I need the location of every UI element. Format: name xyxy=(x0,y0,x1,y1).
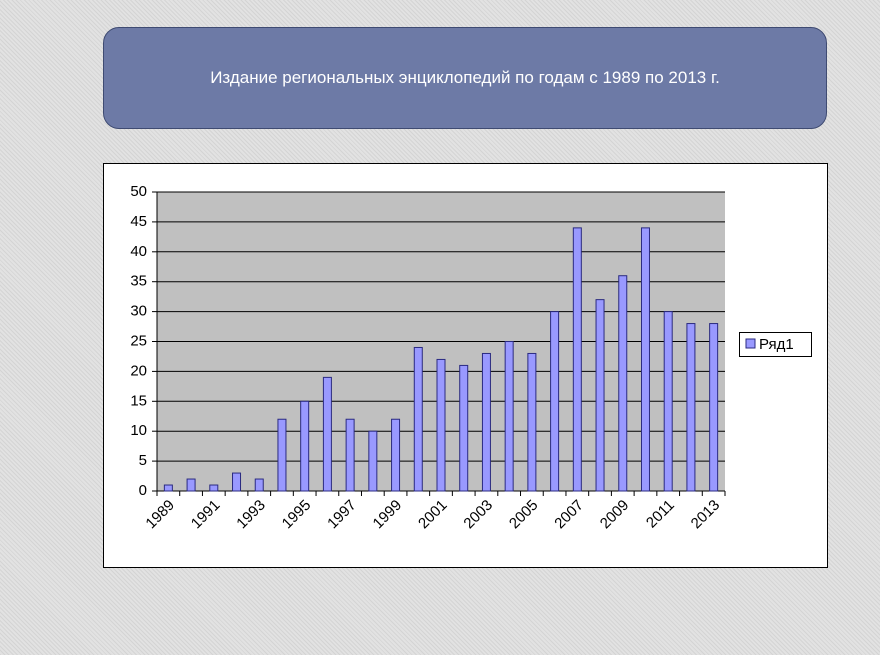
bar xyxy=(527,352,537,492)
bar xyxy=(232,472,242,492)
bar xyxy=(550,311,560,492)
y-tick-label: 25 xyxy=(130,332,147,349)
chart-title: Издание региональных энциклопедий по год… xyxy=(103,27,827,129)
y-tick-label: 35 xyxy=(130,273,147,290)
bar xyxy=(481,352,491,492)
bar xyxy=(663,311,673,492)
bar xyxy=(595,299,605,492)
bar xyxy=(572,227,582,492)
y-tick-label: 0 xyxy=(139,482,147,499)
y-tick-label: 10 xyxy=(130,422,147,439)
legend-swatch xyxy=(745,338,756,349)
bar xyxy=(459,364,469,492)
bar xyxy=(640,227,650,492)
bar xyxy=(186,478,196,492)
bar xyxy=(413,346,423,492)
bar xyxy=(322,376,332,492)
bar xyxy=(709,323,719,492)
y-tick-label: 50 xyxy=(130,183,147,200)
y-tick-label: 30 xyxy=(130,303,147,320)
y-tick-label: 20 xyxy=(130,362,147,379)
bar xyxy=(504,341,514,492)
bar xyxy=(163,484,173,492)
y-tick-label: 45 xyxy=(130,213,147,230)
y-tick-label: 15 xyxy=(130,392,147,409)
bar xyxy=(686,323,696,492)
bar xyxy=(618,275,628,492)
bar xyxy=(254,478,264,492)
bar xyxy=(345,418,355,492)
bar xyxy=(391,418,401,492)
bar xyxy=(368,430,378,492)
y-tick-label: 40 xyxy=(130,243,147,260)
bar xyxy=(300,400,310,492)
bar xyxy=(209,484,219,492)
y-tick-label: 5 xyxy=(139,452,147,469)
bar xyxy=(277,418,287,492)
bar xyxy=(436,358,446,492)
legend-label: Ряд1 xyxy=(759,336,794,353)
